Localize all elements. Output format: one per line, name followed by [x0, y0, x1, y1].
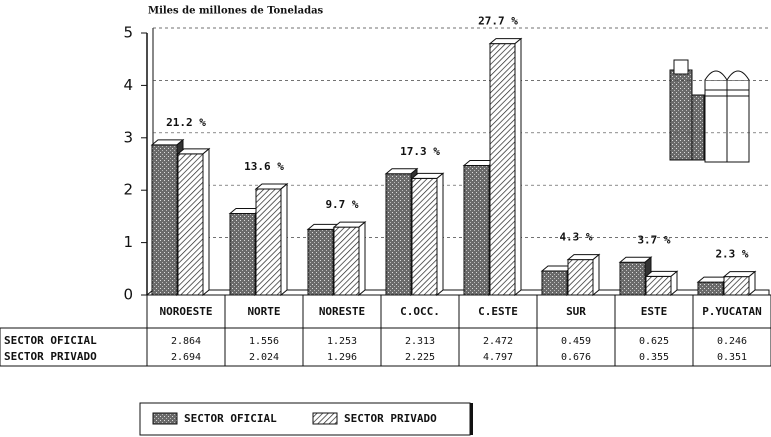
y-tick-label: 3 [123, 128, 133, 146]
bar [178, 154, 203, 295]
legend-swatch [313, 413, 337, 424]
bar [464, 165, 489, 295]
bar [568, 260, 593, 295]
annotation: 9.7 % [325, 198, 358, 211]
chart-title: Miles de millones de Toneladas [148, 6, 324, 17]
x-tick-label: SUR [566, 305, 586, 318]
table-value: 0.246 [717, 336, 747, 347]
y-tick-label: 4 [123, 76, 133, 94]
chart: Miles de millones de Toneladas SECTOR OF… [0, 0, 771, 437]
x-tick-label: ESTE [641, 305, 668, 318]
y-tick-label: 1 [123, 233, 133, 251]
table-value: 0.351 [717, 352, 747, 363]
table-value: 0.676 [561, 352, 591, 363]
table-value: 1.296 [327, 352, 357, 363]
bar [256, 189, 281, 295]
annotation: 4.3 % [559, 231, 592, 244]
bar [386, 174, 411, 295]
bar [230, 213, 255, 295]
silo-icon [670, 60, 749, 162]
annotation: 2.3 % [715, 248, 748, 261]
bar [412, 178, 437, 295]
annotation: 21.2 % [166, 116, 206, 129]
table-value: 4.797 [483, 352, 513, 363]
bar-side [593, 255, 599, 295]
table-value: 2.225 [405, 352, 435, 363]
bar [542, 271, 567, 295]
bar [490, 44, 515, 295]
table-value: 0.355 [639, 352, 669, 363]
bar-side [281, 184, 287, 295]
bar-side [359, 222, 365, 295]
bar [646, 276, 671, 295]
x-tick-label: NORTE [247, 305, 280, 318]
y-tick-label: 5 [123, 24, 133, 42]
x-tick-label: NOROESTE [160, 305, 213, 318]
table-value: 1.253 [327, 336, 357, 347]
bar-side [437, 173, 443, 295]
annotation: 3.7 % [637, 233, 670, 246]
y-tick-label: 0 [123, 286, 133, 304]
y-tick-label: 2 [123, 181, 133, 199]
annotation: 13.6 % [244, 160, 284, 173]
x-tick-label: NORESTE [319, 305, 365, 318]
table-value: 1.556 [249, 336, 279, 347]
table-value: 2.313 [405, 336, 435, 347]
x-tick-label: C.ESTE [478, 305, 518, 318]
table-value: 0.459 [561, 336, 591, 347]
bar [334, 227, 359, 295]
x-tick-label: P.YUCATAN [702, 305, 762, 318]
legend-swatch [153, 413, 177, 424]
table-value: 2.864 [171, 336, 201, 347]
x-tick-label: C.OCC. [400, 305, 440, 318]
table-value: 2.694 [171, 352, 201, 363]
bar-side [515, 39, 521, 295]
table-row-label: SECTOR OFICIAL [4, 334, 97, 347]
table-value: 2.024 [249, 352, 279, 363]
table-value: 0.625 [639, 336, 669, 347]
bar-side [203, 149, 209, 295]
legend-label: SECTOR OFICIAL [184, 412, 277, 425]
legend-shadow [470, 403, 473, 435]
annotation: 27.7 % [478, 15, 518, 28]
table-value: 2.472 [483, 336, 513, 347]
bar [308, 229, 333, 295]
bar [620, 262, 645, 295]
bar [152, 145, 177, 295]
bar [698, 282, 723, 295]
annotation: 17.3 % [400, 145, 440, 158]
bar [724, 277, 749, 295]
table-row-label: SECTOR PRIVADO [4, 350, 97, 363]
legend-label: SECTOR PRIVADO [344, 412, 437, 425]
legend: SECTOR OFICIAL SECTOR PRIVADO [140, 403, 473, 435]
